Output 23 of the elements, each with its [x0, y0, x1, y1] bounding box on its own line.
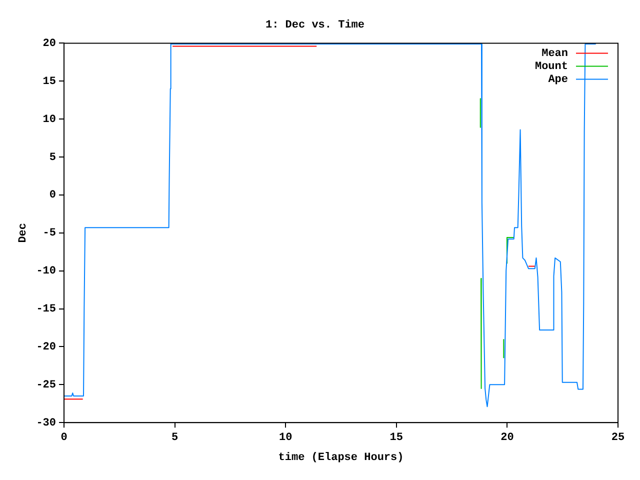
y-tick-label: -20 — [36, 341, 56, 354]
y-tick-label: 20 — [42, 38, 56, 50]
x-tick-label: 5 — [172, 432, 178, 444]
y-tick-label: -25 — [36, 379, 56, 392]
y-tick-label: -10 — [36, 266, 56, 278]
y-tick-label: 15 — [42, 76, 56, 88]
x-tick-label: 0 — [60, 432, 68, 444]
y-tick-label: -5 — [42, 228, 56, 240]
x-tick-label: 25 — [611, 432, 625, 444]
y-tick-label: 0 — [49, 190, 56, 202]
y-tick-label: -30 — [36, 417, 56, 430]
legend-label: Mount — [534, 60, 568, 73]
x-tick-label: 20 — [500, 432, 514, 444]
chart-title: 1: Dec vs. Time — [265, 19, 365, 32]
legend-label: Mean — [542, 48, 568, 60]
x-tick-label: 15 — [390, 432, 404, 444]
y-axis-title: Dec — [17, 222, 30, 243]
legend-label: Ape — [548, 74, 568, 86]
y-tick-label: 5 — [49, 152, 56, 164]
y-tick-label: -15 — [36, 304, 56, 316]
y-tick-label: 10 — [42, 114, 56, 126]
x-axis-title: time (Elapse Hours) — [278, 452, 404, 464]
x-tick-label: 10 — [279, 432, 292, 444]
